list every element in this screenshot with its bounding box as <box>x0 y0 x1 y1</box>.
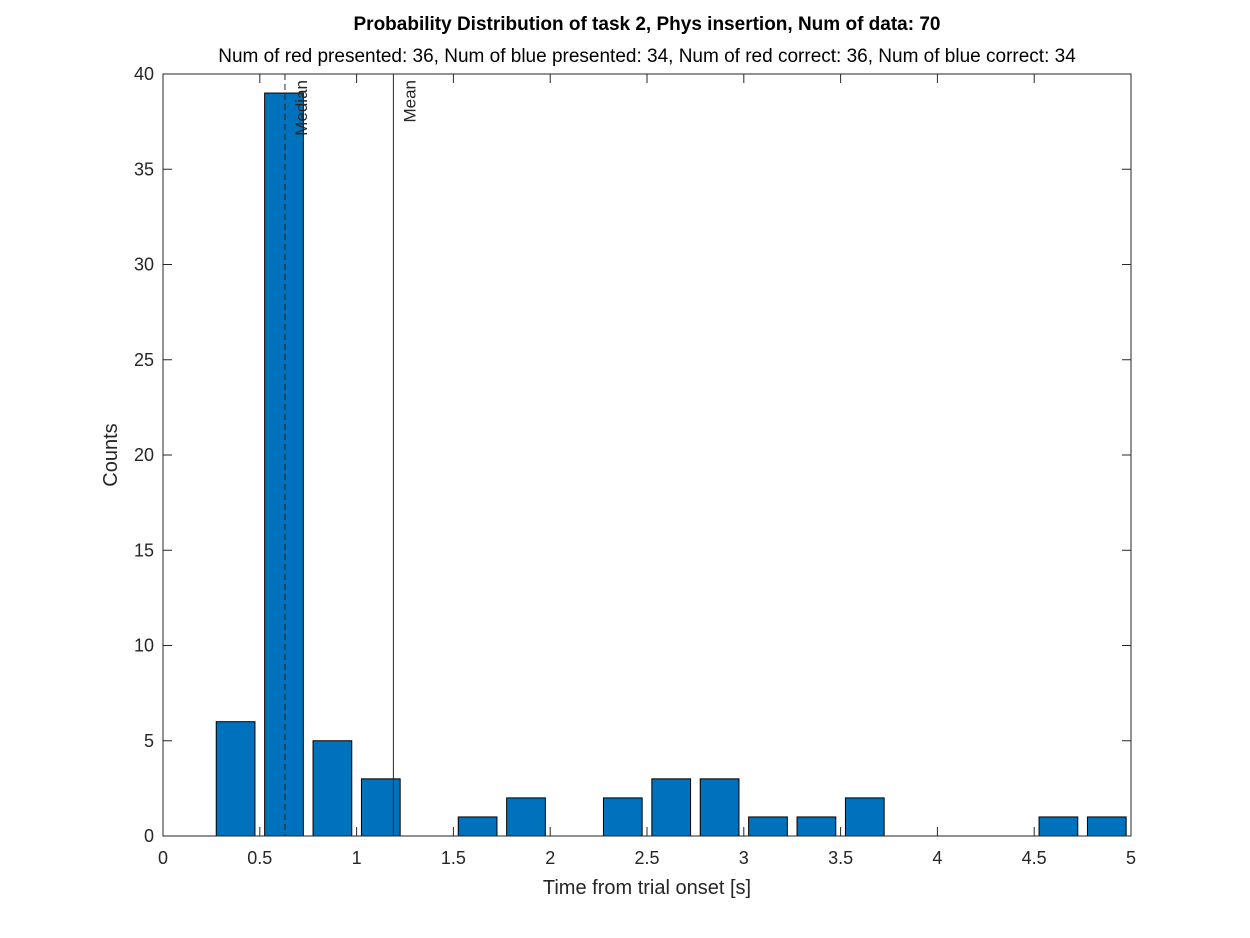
histogram-bar <box>1038 816 1079 837</box>
histogram-bar <box>457 816 498 837</box>
x-tick-label: 5 <box>1126 848 1136 868</box>
x-tick-label: 0 <box>158 848 168 868</box>
histogram-bar <box>312 740 353 837</box>
histogram-bar <box>796 816 837 837</box>
histogram-bar <box>506 797 546 837</box>
y-tick-label: 20 <box>134 445 154 465</box>
y-tick-label: 10 <box>134 636 154 656</box>
x-tick-label: 3 <box>739 848 749 868</box>
histogram-bar <box>264 92 304 837</box>
reference-lines-group: Median Mean <box>284 74 419 836</box>
y-tick-label: 35 <box>134 159 154 179</box>
x-tick-label: 2 <box>545 848 555 868</box>
histogram-bar <box>699 778 740 837</box>
histogram-bar <box>602 797 643 837</box>
mean-label: Mean <box>400 80 419 123</box>
y-axis-ticks: 0 5 10 15 20 25 30 35 40 <box>134 64 1131 846</box>
x-tick-label: 4.5 <box>1022 848 1047 868</box>
histogram-bar <box>844 797 885 837</box>
y-axis-label: Counts <box>100 423 122 486</box>
x-axis-ticks: 0 0.5 1 1.5 2 2.5 3 3.5 4 4.5 5 <box>158 74 1136 868</box>
x-axis-label: Time from trial onset [s] <box>543 877 751 899</box>
histogram-bar <box>651 778 692 837</box>
chart-title: Probability Distribution of task 2, Phys… <box>354 14 941 35</box>
chart-subtitle: Num of red presented: 36, Num of blue pr… <box>218 46 1076 67</box>
x-tick-label: 4 <box>932 848 942 868</box>
histogram-bar <box>360 778 401 837</box>
x-tick-label: 2.5 <box>634 848 659 868</box>
x-tick-label: 1.5 <box>441 848 466 868</box>
histogram-bar <box>1086 816 1127 837</box>
y-tick-label: 0 <box>144 826 154 846</box>
histogram-bar <box>748 816 788 837</box>
x-tick-label: 0.5 <box>247 848 272 868</box>
x-tick-label: 1 <box>352 848 362 868</box>
bars-group <box>215 92 1127 837</box>
y-tick-label: 15 <box>134 540 154 560</box>
y-tick-label: 25 <box>134 350 154 370</box>
median-label: Median <box>292 80 311 136</box>
histogram-bar <box>215 721 256 837</box>
y-tick-label: 40 <box>134 64 154 84</box>
y-tick-label: 5 <box>144 731 154 751</box>
x-tick-label: 3.5 <box>828 848 853 868</box>
y-tick-label: 30 <box>134 255 154 275</box>
